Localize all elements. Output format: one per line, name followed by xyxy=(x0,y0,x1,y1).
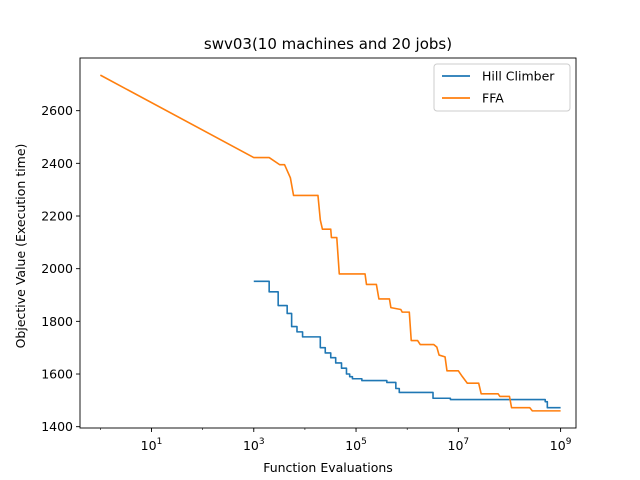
x-tick-label: 101 xyxy=(141,437,163,453)
x-axis: 101 103 105 107 109 xyxy=(100,428,572,453)
x-tick-label: 109 xyxy=(550,437,572,453)
x-axis-label: Function Evaluations xyxy=(263,460,393,475)
legend-label-ffa: FFA xyxy=(482,91,504,106)
x-tick-label: 107 xyxy=(448,437,470,453)
y-tick-label: 2400 xyxy=(41,156,73,171)
series-line-hill-climber xyxy=(253,280,561,409)
legend-label-hill-climber: Hill Climber xyxy=(482,69,555,84)
y-axis-label: Objective Value (Execution time) xyxy=(13,144,28,349)
x-tick-label: 105 xyxy=(345,437,367,453)
y-axis: 1400 1600 1800 2000 2200 2400 2600 xyxy=(41,103,80,434)
series-line-ffa xyxy=(99,74,561,412)
y-tick-label: 1800 xyxy=(41,314,73,329)
y-tick-label: 2000 xyxy=(41,261,73,276)
y-tick-label: 1400 xyxy=(41,419,73,434)
x-tick-label: 103 xyxy=(243,437,265,453)
axes-frame xyxy=(79,57,577,429)
plot-area xyxy=(79,57,577,429)
y-tick-label: 2200 xyxy=(41,209,73,224)
legend: Hill Climber FFA xyxy=(433,63,571,112)
y-tick-label: 2600 xyxy=(41,103,73,118)
chart-title: swv03(10 machines and 20 jobs) xyxy=(204,35,452,53)
y-tick-label: 1600 xyxy=(41,367,73,382)
